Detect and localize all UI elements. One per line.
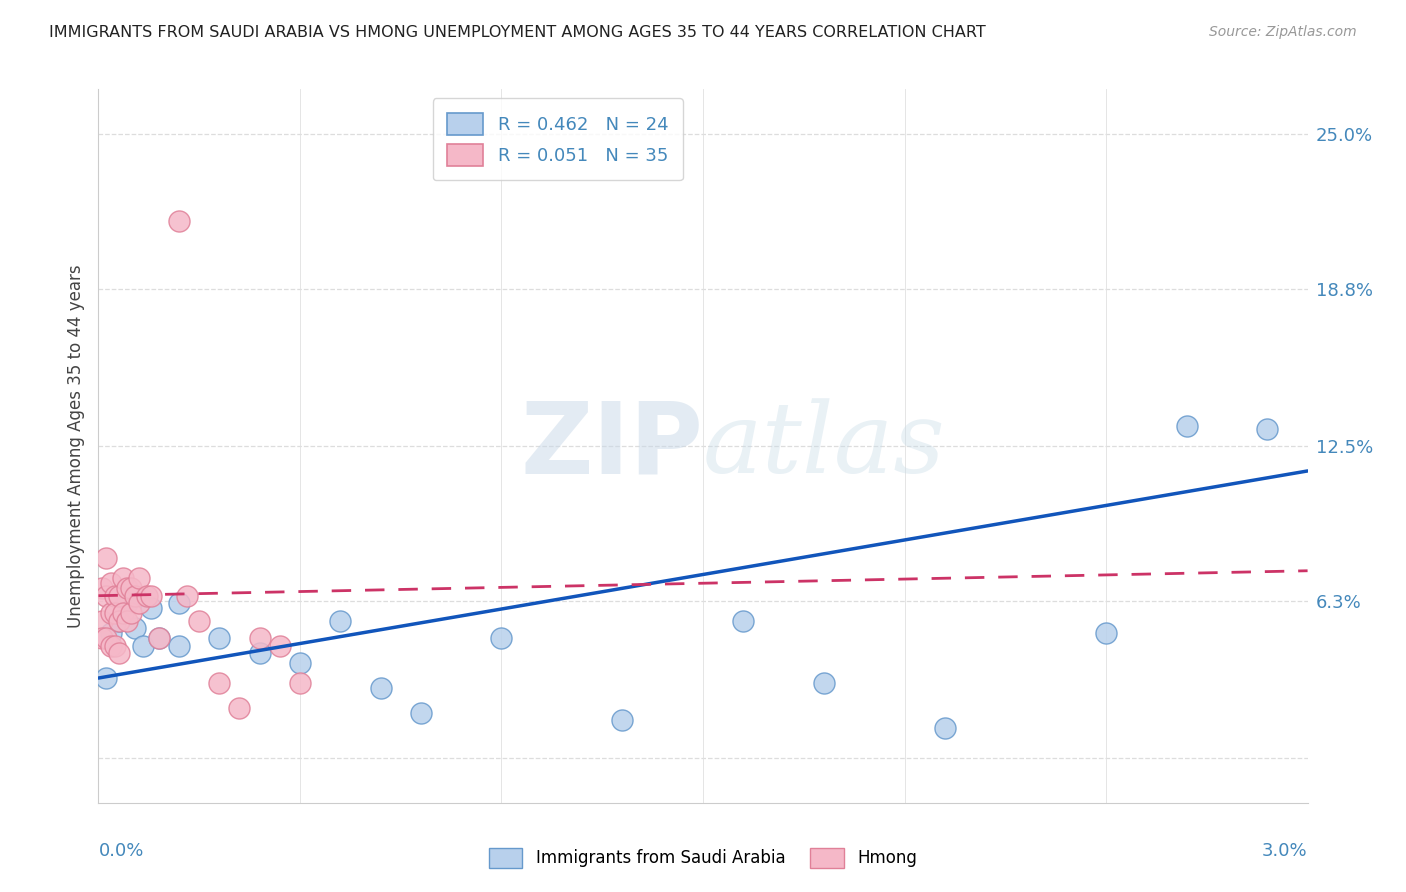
Legend: Immigrants from Saudi Arabia, Hmong: Immigrants from Saudi Arabia, Hmong [482, 841, 924, 875]
Point [167, 596, 190, 610]
Point [176, 589, 198, 603]
Point [115, 614, 138, 628]
Point [813, 676, 835, 690]
Text: atlas: atlas [703, 399, 946, 493]
Point [100, 576, 122, 591]
Point [1256, 421, 1278, 435]
Point [103, 589, 125, 603]
Point [128, 571, 150, 585]
Point [228, 701, 250, 715]
Point [96, 671, 118, 685]
Point [249, 631, 271, 645]
Point [128, 596, 150, 610]
Point [148, 631, 170, 645]
Point [288, 676, 311, 690]
Text: Source: ZipAtlas.com: Source: ZipAtlas.com [1209, 25, 1357, 39]
Point [107, 614, 129, 628]
Point [288, 656, 311, 670]
Point [139, 589, 162, 603]
Point [107, 646, 129, 660]
Point [103, 639, 125, 653]
Point [100, 606, 122, 620]
Point [96, 631, 118, 645]
Point [135, 589, 157, 603]
Point [107, 614, 129, 628]
Point [120, 581, 142, 595]
Point [115, 581, 138, 595]
Point [100, 639, 122, 653]
Point [100, 626, 122, 640]
Y-axis label: Unemployment Among Ages 35 to 44 years: Unemployment Among Ages 35 to 44 years [66, 264, 84, 628]
Point [934, 721, 956, 735]
Point [91, 581, 114, 595]
Point [124, 589, 146, 603]
Point [208, 631, 231, 645]
Point [132, 639, 155, 653]
Point [91, 614, 114, 628]
Point [148, 631, 170, 645]
Text: IMMIGRANTS FROM SAUDI ARABIA VS HMONG UNEMPLOYMENT AMONG AGES 35 TO 44 YEARS COR: IMMIGRANTS FROM SAUDI ARABIA VS HMONG UN… [49, 25, 986, 40]
Point [733, 614, 755, 628]
Legend: R = 0.462   N = 24, R = 0.051   N = 35: R = 0.462 N = 24, R = 0.051 N = 35 [433, 98, 683, 180]
Point [115, 596, 138, 610]
Point [329, 614, 352, 628]
Point [269, 639, 291, 653]
Text: ZIP: ZIP [520, 398, 703, 494]
Point [96, 551, 118, 566]
Point [111, 571, 134, 585]
Point [1095, 626, 1118, 640]
Point [188, 614, 211, 628]
Point [612, 714, 634, 728]
Point [120, 606, 142, 620]
Text: 0.0%: 0.0% [98, 842, 143, 860]
Point [167, 214, 190, 228]
Point [208, 676, 231, 690]
Point [103, 606, 125, 620]
Point [491, 631, 513, 645]
Point [409, 706, 432, 720]
Point [111, 606, 134, 620]
Point [91, 631, 114, 645]
Point [107, 589, 129, 603]
Point [1175, 419, 1198, 434]
Text: 3.0%: 3.0% [1263, 842, 1308, 860]
Point [249, 646, 271, 660]
Point [96, 589, 118, 603]
Point [167, 639, 190, 653]
Point [370, 681, 392, 695]
Point [124, 621, 146, 635]
Point [139, 601, 162, 615]
